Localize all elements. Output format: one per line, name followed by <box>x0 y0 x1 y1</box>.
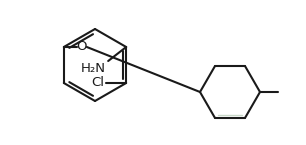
Text: H₂N: H₂N <box>81 62 106 75</box>
Text: Cl: Cl <box>91 77 104 89</box>
Text: O: O <box>76 40 87 54</box>
